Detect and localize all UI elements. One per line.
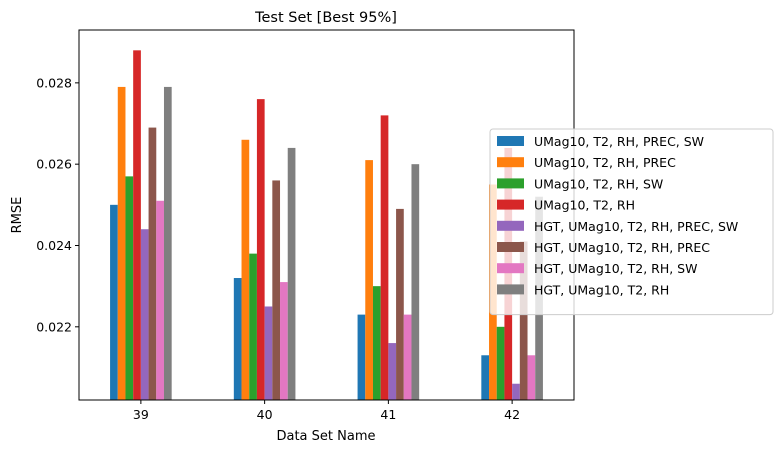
- legend-box: [489, 128, 774, 316]
- bar: [148, 127, 157, 400]
- legend-label: HGT, UMag10, T2, RH: [534, 282, 669, 297]
- legend-label: UMag10, T2, RH: [534, 198, 635, 213]
- bar: [388, 343, 397, 400]
- bar: [280, 282, 288, 400]
- legend-swatch: [497, 178, 524, 189]
- legend-label: HGT, UMag10, T2, RH, PREC, SW: [534, 219, 738, 234]
- legend-swatch: [497, 242, 524, 252]
- legend-label: UMag10, T2, RH, PREC, SW: [534, 134, 704, 149]
- bar: [233, 278, 242, 400]
- bar: [117, 86, 126, 400]
- y-tick-label: 0.024: [36, 238, 72, 253]
- bar: [249, 253, 257, 400]
- y-axis: 0.022 0.024 0.026 0.028: [36, 75, 79, 334]
- legend-swatch: [497, 263, 524, 274]
- bar: [519, 241, 528, 400]
- y-axis-label: RMSE: [10, 197, 25, 234]
- bar: [411, 164, 420, 400]
- bar: [357, 314, 366, 400]
- x-axis: 39 40 41 42: [133, 400, 520, 422]
- bar: [140, 229, 149, 400]
- bar: [512, 383, 520, 400]
- bar: [125, 176, 134, 400]
- x-tick-label: 41: [380, 407, 396, 422]
- x-axis-label: Data Set Name: [276, 429, 375, 444]
- bar: [264, 306, 273, 400]
- bars-group: [110, 50, 543, 400]
- y-tick-label: 0.028: [36, 75, 72, 90]
- legend-swatch: [497, 220, 524, 231]
- legend-label: HGT, UMag10, T2, RH, SW: [534, 261, 697, 276]
- bar: [496, 326, 505, 400]
- bar: [256, 99, 265, 400]
- bar: [163, 86, 172, 400]
- bar: [372, 286, 381, 400]
- bar: [287, 147, 296, 400]
- legend-label: UMag10, T2, RH, PREC: [534, 155, 676, 170]
- bar: [110, 204, 118, 400]
- bar: [365, 160, 373, 400]
- x-tick-label: 42: [504, 407, 520, 422]
- x-tick-label: 40: [257, 407, 273, 422]
- bar: [241, 139, 250, 400]
- chart-title: Test Set [Best 95%]: [254, 10, 397, 26]
- legend-swatch: [497, 136, 524, 146]
- legend-label: UMag10, T2, RH, SW: [534, 176, 663, 191]
- legend-swatch: [497, 199, 524, 210]
- bar: [272, 180, 281, 400]
- bar: [156, 200, 164, 400]
- bar: [481, 355, 490, 400]
- legend-swatch: [497, 284, 524, 295]
- y-tick-label: 0.026: [36, 157, 72, 172]
- bar: [403, 314, 412, 400]
- bar: [527, 355, 536, 400]
- legend-label: HGT, UMag10, T2, RH, PREC: [534, 240, 710, 255]
- bar: [133, 50, 141, 400]
- legend: UMag10, T2, RH, PREC, SW UMag10, T2, RH, …: [489, 128, 774, 316]
- y-tick-label: 0.022: [36, 319, 72, 334]
- bar: [380, 115, 389, 400]
- bar: [396, 208, 404, 400]
- legend-swatch: [497, 157, 524, 168]
- x-tick-label: 39: [133, 407, 149, 422]
